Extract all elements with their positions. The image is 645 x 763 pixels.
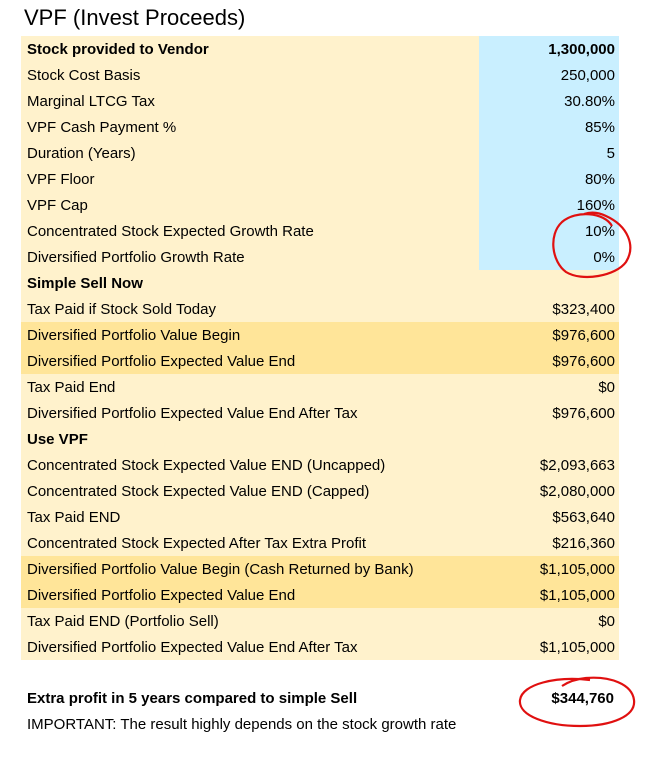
row-label: Concentrated Stock Expected Value END (U…: [21, 452, 479, 478]
row-value: $2,093,663: [479, 452, 619, 478]
table-row: Diversified Portfolio Growth Rate 0%: [21, 244, 619, 270]
row-label: Diversified Portfolio Value Begin: [21, 322, 479, 348]
row-label: Use VPF: [21, 426, 479, 452]
row-value: 5: [479, 140, 619, 166]
row-label: VPF Cash Payment %: [21, 114, 479, 140]
page-title: VPF (Invest Proceeds): [24, 5, 246, 30]
row-value: $323,400: [479, 296, 619, 322]
row-label: Diversified Portfolio Value Begin (Cash …: [21, 556, 479, 582]
row-label: Diversified Portfolio Expected Value End…: [21, 400, 479, 426]
row-value: 10%: [479, 218, 619, 244]
row-value: 1,300,000: [479, 36, 619, 62]
row-label: Concentrated Stock Expected Value END (C…: [21, 478, 479, 504]
row-value: $976,600: [479, 322, 619, 348]
row-value: $1,105,000: [479, 556, 619, 582]
row-label: Diversified Portfolio Expected Value End…: [21, 634, 479, 660]
table-row: Simple Sell Now: [21, 270, 619, 296]
row-label: Tax Paid if Stock Sold Today: [21, 296, 479, 322]
row-value: 0%: [479, 244, 619, 270]
row-value: $216,360: [479, 530, 619, 556]
vpf-table: Stock provided to Vendor 1,300,000 Stock C…: [21, 36, 619, 660]
row-label: VPF Floor: [21, 166, 479, 192]
row-label: Simple Sell Now: [21, 270, 479, 296]
table-row: Tax Paid END $563,640: [21, 504, 619, 530]
table-row: Marginal LTCG Tax 30.80%: [21, 88, 619, 114]
row-value: $976,600: [479, 400, 619, 426]
row-value: [479, 270, 619, 296]
row-label: Diversified Portfolio Expected Value End: [21, 348, 479, 374]
row-value: $0: [479, 374, 619, 400]
table-row: Diversified Portfolio Expected Value End…: [21, 348, 619, 374]
row-value: $1,105,000: [479, 582, 619, 608]
important-note: IMPORTANT: The result highly depends on …: [27, 716, 457, 733]
row-value: 30.80%: [479, 88, 619, 114]
table-row: Tax Paid END (Portfolio Sell) $0: [21, 608, 619, 634]
table-row: Diversified Portfolio Value Begin $976,60…: [21, 322, 619, 348]
table-row: Diversified Portfolio Expected Value End…: [21, 582, 619, 608]
summary-label: Extra profit in 5 years compared to simp…: [27, 690, 358, 707]
row-label: Concentrated Stock Expected After Tax Ex…: [21, 530, 479, 556]
row-label: Tax Paid End: [21, 374, 479, 400]
row-label: Tax Paid END (Portfolio Sell): [21, 608, 479, 634]
table-row: Duration (Years) 5: [21, 140, 619, 166]
table-row: Tax Paid if Stock Sold Today $323,400: [21, 296, 619, 322]
row-label: Duration (Years): [21, 140, 479, 166]
table-row: VPF Cap 160%: [21, 192, 619, 218]
row-value: 80%: [479, 166, 619, 192]
row-value: 85%: [479, 114, 619, 140]
row-value: $563,640: [479, 504, 619, 530]
table-row: Use VPF: [21, 426, 619, 452]
table-row: Stock provided to Vendor 1,300,000: [21, 36, 619, 62]
table-row: Stock Cost Basis 250,000: [21, 62, 619, 88]
table-row: Diversified Portfolio Expected Value End…: [21, 634, 619, 660]
row-label: Stock provided to Vendor: [21, 36, 479, 62]
table-row: Diversified Portfolio Value Begin (Cash …: [21, 556, 619, 582]
table-row: VPF Floor 80%: [21, 166, 619, 192]
table-row: Concentrated Stock Expected Growth Rate 1…: [21, 218, 619, 244]
row-label: VPF Cap: [21, 192, 479, 218]
row-value: 250,000: [479, 62, 619, 88]
table-row: Concentrated Stock Expected Value END (C…: [21, 478, 619, 504]
table-row: VPF Cash Payment % 85%: [21, 114, 619, 140]
row-label: Diversified Portfolio Expected Value End: [21, 582, 479, 608]
table-row: Concentrated Stock Expected After Tax Ex…: [21, 530, 619, 556]
row-label: Diversified Portfolio Growth Rate: [21, 244, 479, 270]
row-value: $0: [479, 608, 619, 634]
summary-value: $344,760: [551, 690, 614, 707]
row-value: $1,105,000: [479, 634, 619, 660]
row-label: Marginal LTCG Tax: [21, 88, 479, 114]
row-label: Tax Paid END: [21, 504, 479, 530]
row-value: $2,080,000: [479, 478, 619, 504]
row-label: Concentrated Stock Expected Growth Rate: [21, 218, 479, 244]
table-row: Diversified Portfolio Expected Value End…: [21, 400, 619, 426]
row-value: 160%: [479, 192, 619, 218]
row-label: Stock Cost Basis: [21, 62, 479, 88]
table-row: Concentrated Stock Expected Value END (U…: [21, 452, 619, 478]
row-value: $976,600: [479, 348, 619, 374]
table-row: Tax Paid End $0: [21, 374, 619, 400]
row-value: [479, 426, 619, 452]
